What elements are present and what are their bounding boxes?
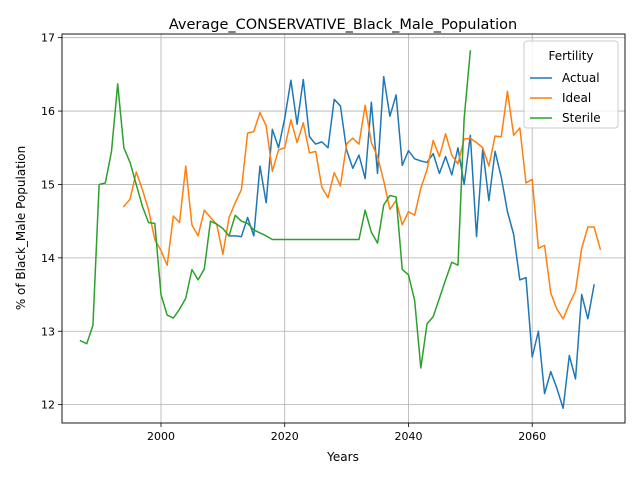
plot-area-frame [61,33,626,424]
x-tick-label: 2020 [271,430,299,443]
legend-label-sterile: Sterile [562,111,601,125]
y-axis-label: % of Black_Male Population [14,146,28,310]
y-tick-label: 14 [41,252,55,265]
legend-label-ideal: Ideal [562,91,591,105]
y-axis-ticks: 12 13 14 15 16 17 [41,32,62,412]
x-tick-label: 2060 [518,430,546,443]
series-line-ideal [122,90,602,320]
y-tick-label: 15 [41,178,55,191]
y-tick-label: 12 [41,399,55,412]
legend: Fertility Actual Ideal Sterile [523,40,619,129]
series-line-sterile [79,50,472,369]
legend-label-actual: Actual [562,71,600,85]
grid-lines [62,34,625,423]
chart-title: Average_CONSERVATIVE_Black_Male_Populati… [169,17,517,33]
y-tick-label: 16 [41,105,55,118]
y-tick-label: 13 [41,325,55,338]
legend-title: Fertility [548,49,593,63]
x-tick-label: 2000 [147,430,175,443]
series-line-actual [228,75,595,410]
legend-entries: Actual Ideal Sterile [530,71,601,125]
x-tick-label: 2040 [394,430,422,443]
x-axis-ticks: 2000 2020 2040 2060 [147,423,546,443]
series-lines [79,50,602,410]
y-tick-label: 17 [41,32,55,45]
x-axis-label: Years [326,450,359,464]
legend-box [523,40,619,129]
